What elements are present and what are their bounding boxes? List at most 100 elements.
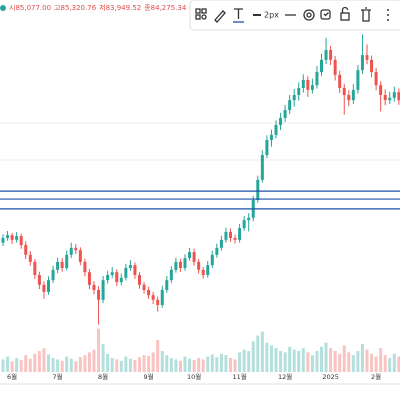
volume-bar <box>188 358 192 372</box>
volume-bar <box>283 352 287 372</box>
candle-body <box>360 55 364 71</box>
more-icon[interactable] <box>387 9 389 21</box>
ohlc-value: 시85,077.00 <box>9 4 51 12</box>
volume-bar <box>279 351 283 372</box>
candle-body <box>174 261 178 270</box>
candle-body <box>324 50 328 60</box>
text-icon[interactable] <box>233 8 244 23</box>
volume-bar <box>19 360 23 372</box>
template-icon[interactable] <box>195 8 207 20</box>
volume-bar <box>28 358 32 372</box>
candle-body <box>51 269 55 281</box>
candle-body <box>15 236 19 240</box>
volume-bar <box>178 360 182 372</box>
plot <box>0 34 400 372</box>
pen-icon[interactable] <box>214 10 226 23</box>
candle-body <box>247 217 251 221</box>
candle-body <box>83 261 87 273</box>
volume-bar <box>251 341 255 372</box>
volume-bar <box>397 356 400 372</box>
candle-body <box>28 254 32 262</box>
candle-body <box>188 252 192 259</box>
volume-bar <box>51 358 55 372</box>
volume-bar <box>97 328 101 372</box>
volume-bar <box>206 356 210 372</box>
volume-bar <box>388 358 392 372</box>
candle-body <box>342 87 346 95</box>
candle-body <box>206 265 210 275</box>
volume-bar <box>142 355 146 372</box>
volume-bar <box>292 349 296 372</box>
volume-bar <box>69 358 73 372</box>
volume-bar <box>365 349 369 372</box>
lock-icon[interactable] <box>340 6 350 21</box>
candle-body <box>133 265 137 275</box>
candle-body <box>347 95 351 101</box>
ohlc-value: 종84,275.34 <box>144 4 187 12</box>
volume-bar <box>138 357 141 372</box>
volume-bar <box>197 358 201 372</box>
candle-body <box>151 295 155 300</box>
volume-bar <box>306 352 310 372</box>
candle-body <box>124 267 128 278</box>
volume-bar <box>160 351 164 372</box>
volume-bar <box>247 351 251 372</box>
volume-bar <box>288 346 292 372</box>
volume-bar <box>297 351 301 372</box>
volume-bar <box>15 358 19 372</box>
candle-body <box>165 280 169 290</box>
candle-body <box>233 237 237 240</box>
volume-bar <box>351 355 355 372</box>
x-tick-label: 2025 <box>322 373 339 381</box>
candle-body <box>329 50 333 60</box>
candle-body <box>169 269 173 281</box>
volume-bar <box>165 355 169 372</box>
volume-bar <box>124 356 128 372</box>
candle-body <box>224 231 228 240</box>
volume-bar <box>60 360 64 372</box>
candle-body <box>210 254 214 266</box>
candle-body <box>119 277 123 283</box>
volume-bar <box>374 356 378 372</box>
ohlc-value: 고85,320.76 <box>54 4 97 12</box>
volume-bar <box>6 356 10 372</box>
volume-bar <box>274 348 278 372</box>
volume-bar <box>147 355 151 372</box>
delete-icon[interactable] <box>361 7 371 22</box>
candle-body <box>383 95 387 101</box>
candle-body <box>183 258 187 268</box>
candle-body <box>320 59 323 73</box>
candle-body <box>60 261 64 268</box>
candle-body <box>56 261 60 270</box>
volume-bar <box>215 357 219 372</box>
candle-body <box>87 272 91 285</box>
volume-bar <box>110 358 114 372</box>
candle-body <box>97 290 101 300</box>
candle-body <box>356 70 360 90</box>
volume-bar <box>310 355 314 372</box>
volume-bar <box>192 360 196 372</box>
candle-body <box>219 239 223 248</box>
candle-body <box>160 290 164 305</box>
candle-body <box>1 237 5 243</box>
volume-bar <box>256 335 260 372</box>
candle-body <box>292 95 296 101</box>
settings-icon[interactable] <box>303 9 315 21</box>
volume-bar <box>106 353 110 372</box>
line-width-label[interactable]: 2px <box>264 11 279 20</box>
x-tick-label: 6월 <box>7 372 17 381</box>
volume-bar <box>119 360 123 372</box>
alert-icon[interactable] <box>320 9 331 20</box>
candle-body <box>69 247 73 255</box>
candle-body <box>260 155 264 180</box>
volume-bar <box>115 359 119 372</box>
volume-bar <box>219 353 223 372</box>
ohlc-value: 저83,949.52 <box>99 3 141 12</box>
volume-bar <box>83 355 87 372</box>
candle-body <box>283 110 287 118</box>
volume-bar <box>238 352 242 372</box>
candle-body <box>42 284 46 292</box>
x-tick-label: 11월 <box>232 372 246 381</box>
